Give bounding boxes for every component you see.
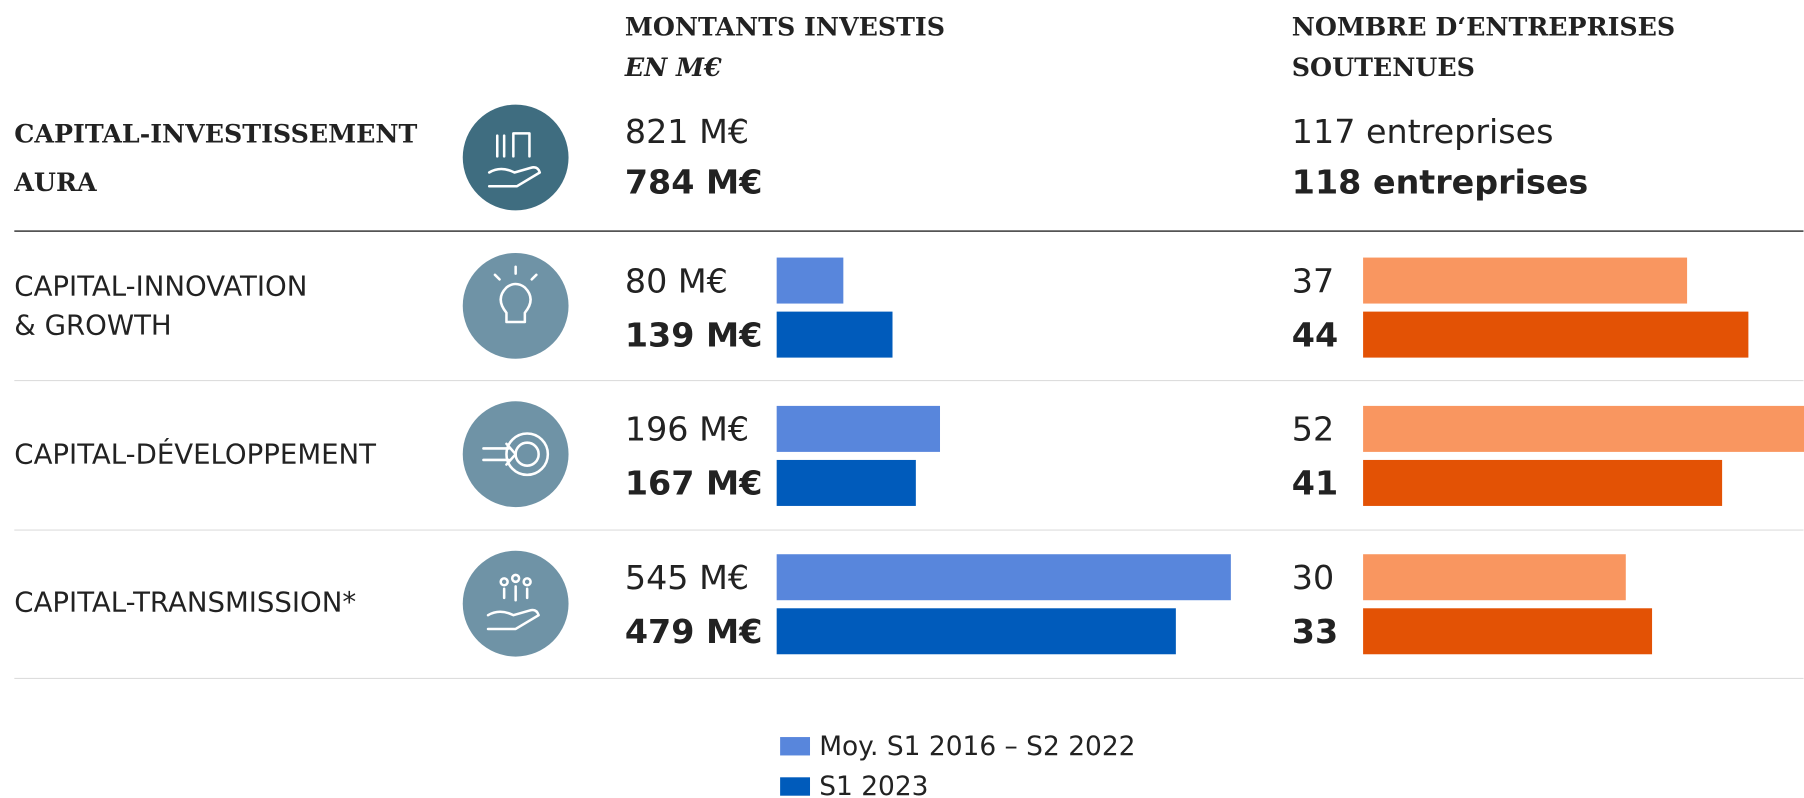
bar bbox=[776, 257, 844, 304]
value-label: 44 bbox=[1292, 315, 1338, 354]
legend-swatch bbox=[780, 777, 811, 796]
bar bbox=[776, 554, 1231, 601]
icon bbox=[462, 104, 569, 211]
value-label: 80 M€ bbox=[625, 261, 728, 300]
total-label: AURA bbox=[13, 167, 97, 197]
value-label: 545 M€ bbox=[625, 558, 749, 597]
amount-title: MONTANTS INVESTIS bbox=[625, 12, 945, 42]
value-label: 52 bbox=[1292, 410, 1334, 449]
icon bbox=[462, 550, 569, 657]
legend-label: Moy. S1 2016 – S2 2022 bbox=[819, 731, 1135, 762]
legend-swatch bbox=[780, 737, 811, 756]
value-label: 33 bbox=[1292, 612, 1338, 651]
bar bbox=[776, 405, 941, 452]
value-label: 167 M€ bbox=[625, 464, 763, 503]
category-label: & GROWTH bbox=[14, 309, 171, 342]
value-label: 479 M€ bbox=[625, 612, 763, 651]
bar bbox=[1363, 311, 1749, 358]
count-title: NOMBRE D‘ENTREPRISES bbox=[1292, 12, 1675, 42]
value-label: 196 M€ bbox=[625, 410, 749, 449]
bar bbox=[776, 608, 1176, 655]
category-label: CAPITAL-INNOVATION bbox=[14, 269, 307, 302]
amount-unit: EN M€ bbox=[624, 52, 722, 82]
bar bbox=[1363, 405, 1804, 452]
value-label: 30 bbox=[1292, 558, 1334, 597]
total-amount: 821 M€ bbox=[625, 112, 749, 151]
value-label: 139 M€ bbox=[625, 315, 763, 354]
value-label: 37 bbox=[1292, 261, 1334, 300]
icon bbox=[462, 401, 569, 508]
bar bbox=[1363, 554, 1626, 601]
bar bbox=[776, 311, 893, 358]
icon bbox=[462, 252, 569, 359]
total-count: 118 entreprises bbox=[1292, 162, 1588, 201]
bar bbox=[1363, 257, 1688, 304]
count-title: SOUTENUES bbox=[1292, 52, 1475, 82]
legend-label: S1 2023 bbox=[819, 771, 928, 798]
category-label: CAPITAL-DÉVELOPPEMENT bbox=[14, 436, 376, 470]
bar bbox=[1363, 459, 1723, 506]
bar bbox=[776, 459, 916, 506]
value-label: 41 bbox=[1292, 464, 1338, 503]
total-count: 117 entreprises bbox=[1292, 112, 1554, 151]
total-label: CAPITAL-INVESTISSEMENT bbox=[14, 119, 417, 149]
bar bbox=[1363, 608, 1653, 655]
total-amount: 784 M€ bbox=[625, 162, 763, 201]
category-label: CAPITAL-TRANSMISSION* bbox=[14, 586, 356, 619]
